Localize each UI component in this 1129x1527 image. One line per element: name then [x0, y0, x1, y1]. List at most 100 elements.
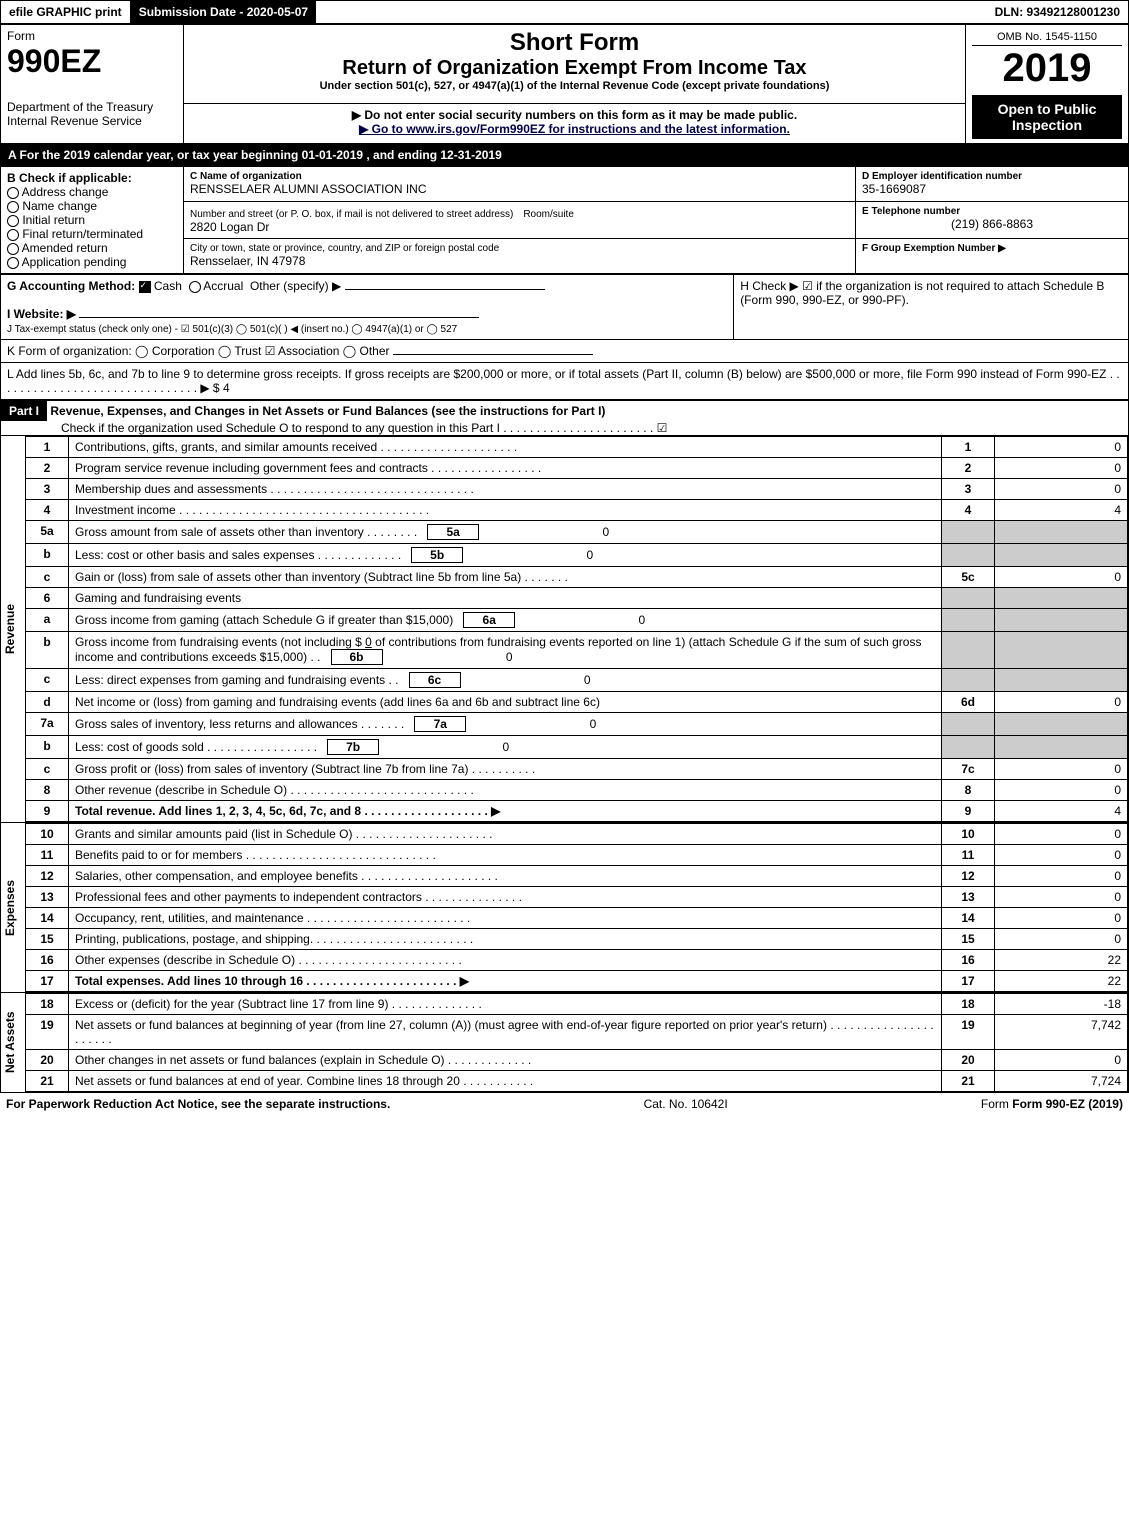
section-g-cell: G Accounting Method: Cash Accrual Other … [1, 275, 734, 340]
expenses-table: 10Grants and similar amounts paid (list … [25, 823, 1128, 992]
identity-grid: B Check if applicable: Address change Na… [0, 166, 1129, 274]
accounting-accrual[interactable]: Accrual [189, 279, 244, 293]
line-5a: 5aGross amount from sale of assets other… [26, 521, 1128, 544]
line-6a: aGross income from gaming (attach Schedu… [26, 609, 1128, 632]
section-f-label: F Group Exemption Number ▶ [862, 243, 1122, 254]
dln-label: DLN: 93492128001230 [987, 1, 1128, 23]
line-1: 1Contributions, gifts, grants, and simil… [26, 437, 1128, 458]
line-6c: cLess: direct expenses from gaming and f… [26, 669, 1128, 692]
check-name-change[interactable]: Name change [7, 199, 177, 213]
open-to-public-box: Open to Public Inspection [972, 95, 1122, 139]
section-f-cell: F Group Exemption Number ▶ [856, 239, 1129, 274]
page-footer: For Paperwork Reduction Act Notice, see … [0, 1093, 1129, 1115]
line-3: 3Membership dues and assessments . . . .… [26, 479, 1128, 500]
revenue-section: Revenue 1Contributions, gifts, grants, a… [0, 436, 1129, 823]
check-amended-return[interactable]: Amended return [7, 241, 177, 255]
city-value: Rensselaer, IN 47978 [190, 254, 849, 268]
return-title: Return of Organization Exempt From Incom… [190, 57, 959, 80]
section-b-cell: B Check if applicable: Address change Na… [1, 167, 184, 274]
efile-print-button[interactable]: efile GRAPHIC print [1, 1, 131, 23]
check-initial-return[interactable]: Initial return [7, 213, 177, 227]
revenue-side-label: Revenue [1, 436, 25, 822]
omb-number: OMB No. 1545-1150 [972, 29, 1122, 46]
form-header-table: Form 990EZ Department of the Treasury In… [0, 24, 1129, 144]
phone-value: (219) 866-8863 [862, 217, 1122, 231]
section-c-city-cell: City or town, state or province, country… [184, 239, 856, 274]
part1-header-row: Part I Revenue, Expenses, and Changes in… [0, 400, 1129, 436]
section-g-label: G Accounting Method: [7, 279, 135, 293]
short-form-title: Short Form [190, 29, 959, 57]
section-l-cell: L Add lines 5b, 6c, and 7b to line 9 to … [1, 363, 1129, 400]
check-address-change[interactable]: Address change [7, 185, 177, 199]
expenses-side-label: Expenses [1, 823, 25, 992]
revenue-table: 1Contributions, gifts, grants, and simil… [25, 436, 1128, 822]
line-11: 11Benefits paid to or for members . . . … [26, 845, 1128, 866]
part1-title: Revenue, Expenses, and Changes in Net As… [50, 404, 605, 418]
line-20: 20Other changes in net assets or fund ba… [26, 1050, 1128, 1071]
accounting-cash[interactable]: Cash [139, 279, 182, 293]
line-6d: dNet income or (loss) from gaming and fu… [26, 692, 1128, 713]
ein-value: 35-1669087 [862, 182, 1122, 196]
net-assets-section: Net Assets 18Excess or (deficit) for the… [0, 993, 1129, 1093]
line-21: 21Net assets or fund balances at end of … [26, 1071, 1128, 1092]
goto-link[interactable]: ▶ Go to www.irs.gov/Form990EZ for instru… [190, 122, 959, 136]
check-application-pending[interactable]: Application pending [7, 255, 177, 269]
irs-label: Internal Revenue Service [7, 114, 177, 128]
expenses-section: Expenses 10Grants and similar amounts pa… [0, 823, 1129, 993]
line-19: 19Net assets or fund balances at beginni… [26, 1015, 1128, 1050]
website-input[interactable] [79, 317, 479, 318]
room-label: Room/suite [523, 209, 574, 220]
section-k-label: K Form of organization: ◯ Corporation ◯ … [7, 344, 390, 358]
line-8: 8Other revenue (describe in Schedule O) … [26, 780, 1128, 801]
street-value: 2820 Logan Dr [190, 220, 269, 234]
line-6b: bGross income from fundraising events (n… [26, 632, 1128, 669]
line-14: 14Occupancy, rent, utilities, and mainte… [26, 908, 1128, 929]
year-cell: OMB No. 1545-1150 2019 Open to Public In… [966, 25, 1129, 144]
line-7c: cGross profit or (loss) from sales of in… [26, 759, 1128, 780]
form-number: 990EZ [7, 43, 177, 80]
line-4: 4Investment income . . . . . . . . . . .… [26, 500, 1128, 521]
line-2: 2Program service revenue including gover… [26, 458, 1128, 479]
dept-treasury: Department of the Treasury [7, 100, 177, 114]
no-ssn-warning: ▶ Do not enter social security numbers o… [190, 108, 959, 122]
line-18: 18Excess or (deficit) for the year (Subt… [26, 994, 1128, 1015]
line-10: 10Grants and similar amounts paid (list … [26, 824, 1128, 845]
form-ref: Form Form 990-EZ (2019) [981, 1097, 1123, 1111]
line-7b: bLess: cost of goods sold . . . . . . . … [26, 736, 1128, 759]
instructions-cell: ▶ Do not enter social security numbers o… [184, 103, 966, 143]
section-d-label: D Employer identification number [862, 171, 1122, 182]
form-word: Form [7, 29, 177, 43]
line-16: 16Other expenses (describe in Schedule O… [26, 950, 1128, 971]
part1-label: Part I [1, 401, 47, 421]
check-final-return[interactable]: Final return/terminated [7, 227, 177, 241]
section-k-cell: K Form of organization: ◯ Corporation ◯ … [1, 340, 1129, 363]
section-j-label: J Tax-exempt status (check only one) - ☑… [7, 324, 457, 335]
title-cell: Short Form Return of Organization Exempt… [184, 25, 966, 104]
paperwork-notice: For Paperwork Reduction Act Notice, see … [6, 1097, 390, 1111]
net-assets-table: 18Excess or (deficit) for the year (Subt… [25, 993, 1128, 1092]
org-name: RENSSELAER ALUMNI ASSOCIATION INC [190, 182, 849, 196]
part1-check-o: Check if the organization used Schedule … [1, 421, 667, 435]
section-e-label: E Telephone number [862, 206, 1122, 217]
section-c-label: C Name of organization [190, 171, 849, 182]
line-9: 9Total revenue. Add lines 1, 2, 3, 4, 5c… [26, 801, 1128, 822]
section-c-street-cell: Number and street (or P. O. box, if mail… [184, 201, 856, 239]
line-15: 15Printing, publications, postage, and s… [26, 929, 1128, 950]
city-label: City or town, state or province, country… [190, 243, 849, 254]
section-d-cell: D Employer identification number 35-1669… [856, 167, 1129, 202]
under-section-text: Under section 501(c), 527, or 4947(a)(1)… [190, 80, 959, 92]
submission-date-label: Submission Date - 2020-05-07 [131, 1, 316, 23]
line-5b: bLess: cost or other basis and sales exp… [26, 544, 1128, 567]
section-e-cell: E Telephone number (219) 866-8863 [856, 201, 1129, 239]
line-12: 12Salaries, other compensation, and empl… [26, 866, 1128, 887]
line-13: 13Professional fees and other payments t… [26, 887, 1128, 908]
accounting-other[interactable]: Other (specify) ▶ [250, 279, 341, 293]
section-b-title: B Check if applicable: [7, 171, 177, 185]
section-c-name-cell: C Name of organization RENSSELAER ALUMNI… [184, 167, 856, 202]
line-7a: 7aGross sales of inventory, less returns… [26, 713, 1128, 736]
section-i-label: I Website: ▶ [7, 307, 76, 321]
top-bar: efile GRAPHIC print Submission Date - 20… [0, 0, 1129, 24]
line-17: 17Total expenses. Add lines 10 through 1… [26, 971, 1128, 992]
section-h-text: H Check ▶ ☑ if the organization is not r… [740, 279, 1122, 307]
form-id-cell: Form 990EZ Department of the Treasury In… [1, 25, 184, 144]
